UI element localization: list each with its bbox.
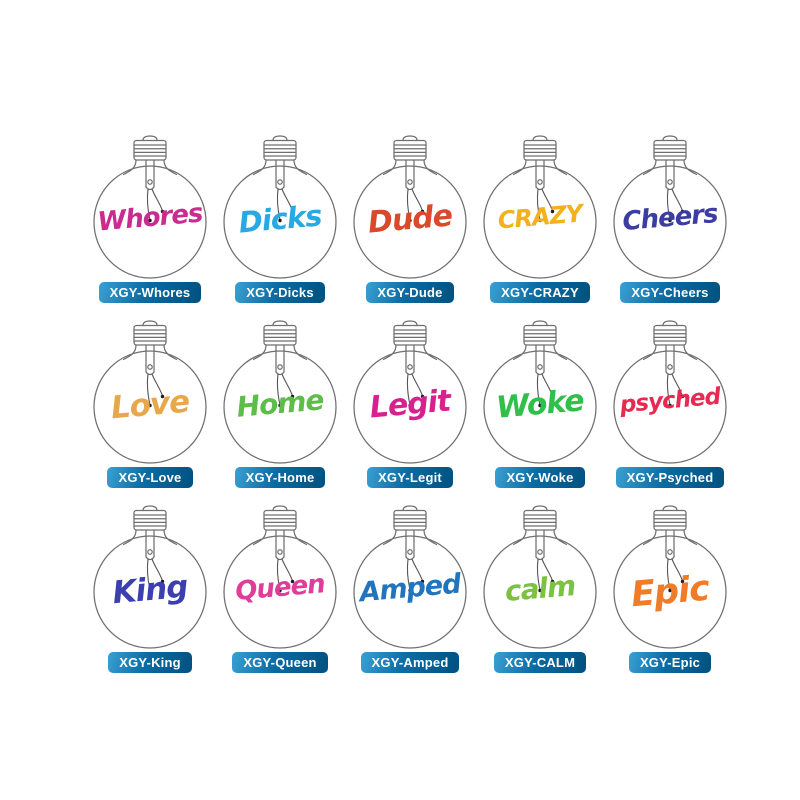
lightbulb-icon xyxy=(223,505,337,649)
bulb-card: Queen XGY-Queen xyxy=(215,505,345,690)
bulb-illustration: Whores xyxy=(90,135,210,281)
model-label: XGY-Epic xyxy=(628,652,712,673)
bulb-card: Amped XGY-Amped xyxy=(345,505,475,690)
model-label: XGY-Legit xyxy=(367,467,453,488)
model-label: XGY-Dicks xyxy=(235,282,325,303)
model-label: XGY-King xyxy=(108,652,192,673)
bulb-illustration: Home xyxy=(220,320,340,466)
bulb-illustration: Queen xyxy=(220,505,340,651)
lightbulb-icon xyxy=(483,505,597,649)
model-label: XGY-Whores xyxy=(98,282,202,303)
bulb-card: Dicks XGY-Dicks xyxy=(215,135,345,320)
bulb-card: Woke XGY-Woke xyxy=(475,320,605,505)
lightbulb-icon xyxy=(93,505,207,649)
bulb-illustration: Love xyxy=(90,320,210,466)
bulb-illustration: Dicks xyxy=(220,135,340,281)
bulb-card: Whores XGY-Whores xyxy=(85,135,215,320)
lightbulb-icon xyxy=(613,320,727,464)
bulb-illustration: Cheers xyxy=(610,135,730,281)
lightbulb-icon xyxy=(353,135,467,279)
lightbulb-icon xyxy=(93,320,207,464)
bulb-card: Epic XGY-Epic xyxy=(605,505,735,690)
model-label: XGY-Psyched xyxy=(615,467,725,488)
model-label: XGY-Love xyxy=(107,467,193,488)
bulb-card: psyched XGY-Psyched xyxy=(605,320,735,505)
model-label: XGY-CRAZY xyxy=(490,282,590,303)
bulb-card: Cheers XGY-Cheers xyxy=(605,135,735,320)
lightbulb-icon xyxy=(223,320,337,464)
model-label: XGY-CALM xyxy=(493,652,587,673)
bulb-illustration: Woke xyxy=(480,320,600,466)
bulb-card: King XGY-King xyxy=(85,505,215,690)
lightbulb-icon xyxy=(93,135,207,279)
bulb-illustration: CRAZY xyxy=(480,135,600,281)
lightbulb-icon xyxy=(483,135,597,279)
bulb-card: Love XGY-Love xyxy=(85,320,215,505)
model-label: XGY-Amped xyxy=(360,652,460,673)
bulb-card: Home XGY-Home xyxy=(215,320,345,505)
model-label: XGY-Cheers xyxy=(620,282,720,303)
bulb-illustration: Dude xyxy=(350,135,470,281)
bulb-illustration: King xyxy=(90,505,210,651)
model-label: XGY-Home xyxy=(234,467,326,488)
bulb-illustration: psyched xyxy=(610,320,730,466)
model-label: XGY-Queen xyxy=(232,652,328,673)
lightbulb-icon xyxy=(483,320,597,464)
lightbulb-icon xyxy=(613,505,727,649)
lightbulb-icon xyxy=(613,135,727,279)
bulb-card: calm XGY-CALM xyxy=(475,505,605,690)
model-label: XGY-Dude xyxy=(366,282,454,303)
bulb-card: CRAZY XGY-CRAZY xyxy=(475,135,605,320)
bulb-illustration: Epic xyxy=(610,505,730,651)
bulb-illustration: Legit xyxy=(350,320,470,466)
bulb-grid: Whores XGY-Whores xyxy=(85,135,735,690)
bulb-card: Dude XGY-Dude xyxy=(345,135,475,320)
lightbulb-icon xyxy=(353,505,467,649)
lightbulb-icon xyxy=(353,320,467,464)
model-label: XGY-Woke xyxy=(495,467,585,488)
bulb-illustration: Amped xyxy=(350,505,470,651)
bulb-illustration: calm xyxy=(480,505,600,651)
bulb-card: Legit XGY-Legit xyxy=(345,320,475,505)
lightbulb-icon xyxy=(223,135,337,279)
